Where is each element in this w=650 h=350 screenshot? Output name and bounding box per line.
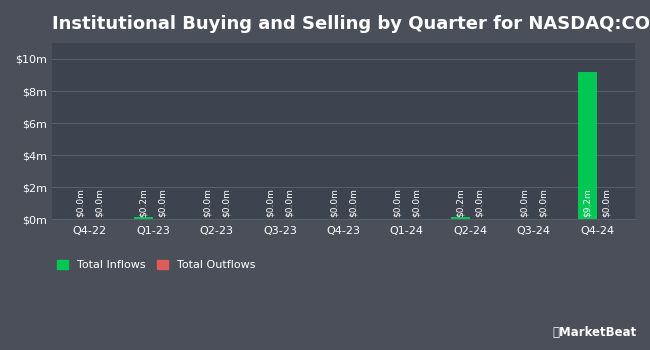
- Text: $0.0m: $0.0m: [519, 188, 528, 217]
- Bar: [578, 72, 597, 219]
- Text: $0.0m: $0.0m: [348, 188, 358, 217]
- Legend: Total Inflows, Total Outflows: Total Inflows, Total Outflows: [57, 260, 255, 270]
- Text: $0.0m: $0.0m: [266, 188, 275, 217]
- Text: $0.0m: $0.0m: [222, 188, 231, 217]
- Text: $0.2m: $0.2m: [456, 188, 465, 217]
- Bar: [451, 217, 470, 219]
- Text: $0.0m: $0.0m: [330, 188, 339, 217]
- Text: $0.0m: $0.0m: [203, 188, 211, 217]
- Text: Institutional Buying and Selling by Quarter for NASDAQ:COWG: Institutional Buying and Selling by Quar…: [52, 15, 650, 33]
- Text: $9.2m: $9.2m: [583, 188, 592, 217]
- Text: ⼎MarketBeat: ⼎MarketBeat: [552, 327, 637, 340]
- Text: $0.2m: $0.2m: [139, 188, 148, 217]
- Text: $0.0m: $0.0m: [76, 188, 85, 217]
- Text: $0.0m: $0.0m: [158, 188, 167, 217]
- Text: $0.0m: $0.0m: [412, 188, 421, 217]
- Text: $0.0m: $0.0m: [285, 188, 294, 217]
- Bar: [134, 217, 153, 219]
- Text: $0.0m: $0.0m: [539, 188, 547, 217]
- Text: $0.0m: $0.0m: [475, 188, 484, 217]
- Text: $0.0m: $0.0m: [393, 188, 402, 217]
- Text: $0.0m: $0.0m: [602, 188, 611, 217]
- Text: $0.0m: $0.0m: [95, 188, 104, 217]
